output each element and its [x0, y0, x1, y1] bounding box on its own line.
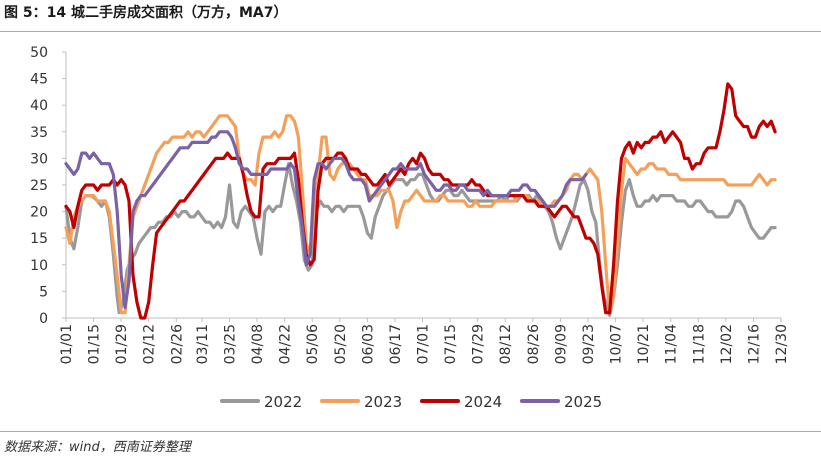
y-tick-label: 0 — [39, 311, 48, 327]
y-tick-label: 30 — [30, 151, 48, 167]
y-tick-label: 45 — [30, 72, 48, 88]
source-divider — [0, 431, 821, 432]
x-tick-label: 09/23 — [581, 324, 597, 364]
source-note: 数据来源：wind，西南证券整理 — [4, 440, 191, 455]
x-tick-label: 05/20 — [333, 324, 349, 364]
x-tick-label: 12/30 — [774, 324, 790, 364]
x-tick-label: 05/06 — [305, 324, 321, 364]
y-tick-label: 25 — [30, 178, 48, 194]
legend-label-2024: 2024 — [464, 393, 502, 411]
legend-label-2025: 2025 — [564, 393, 602, 411]
x-tick-label: 02/26 — [169, 324, 185, 364]
x-tick-label: 11/04 — [664, 324, 680, 364]
y-tick-label: 35 — [30, 125, 48, 141]
series-line-2024 — [64, 82, 777, 320]
x-tick-label: 04/08 — [250, 324, 266, 364]
x-tick-label: 01/29 — [114, 324, 130, 364]
chart-axes: 0 5 10 15 20 25 30 35 40 45 50 01/01 01/15 01/29 02/12… — [30, 45, 790, 364]
y-tick-label: 5 — [39, 284, 48, 300]
x-tick-label: 10/21 — [636, 324, 652, 364]
legend-label-2022: 2022 — [264, 393, 302, 411]
x-tick-label: 08/12 — [498, 324, 514, 364]
y-tick-label: 40 — [30, 98, 48, 114]
y-tick-label: 15 — [30, 231, 48, 247]
y-tick-label: 20 — [30, 205, 48, 221]
x-tick-label: 06/17 — [388, 324, 404, 364]
chart-series-layer — [64, 82, 777, 320]
x-tick-label: 08/26 — [526, 324, 542, 364]
series-line-2025 — [64, 130, 588, 309]
figure-title: 图 5：14 城二手房成交面积（万方，MA7） — [4, 5, 288, 21]
x-tick-label: 09/09 — [553, 324, 569, 364]
x-tick-label: 07/01 — [416, 324, 432, 364]
chart-legend: 2022 2023 2024 2025 — [220, 393, 602, 411]
x-tick-label: 04/22 — [278, 324, 294, 364]
legend-label-2023: 2023 — [364, 393, 402, 411]
x-tick-label: 01/01 — [59, 324, 75, 364]
x-tick-label: 03/11 — [195, 324, 211, 364]
series-line-2022 — [64, 162, 777, 317]
title-divider — [0, 31, 821, 32]
x-tick-label: 06/03 — [360, 324, 376, 364]
x-tick-label: 10/07 — [609, 324, 625, 364]
x-tick-label: 12/02 — [719, 324, 735, 364]
x-tick-label: 07/29 — [471, 324, 487, 364]
y-tick-label: 10 — [30, 258, 48, 274]
y-tick-label: 50 — [30, 45, 48, 61]
x-tick-label: 02/12 — [142, 324, 158, 364]
series-line-2023 — [64, 114, 777, 315]
x-tick-label: 01/15 — [87, 324, 103, 364]
x-tick-label: 11/18 — [691, 324, 707, 364]
x-tick-label: 12/16 — [746, 324, 762, 364]
x-tick-label: 07/15 — [443, 324, 459, 364]
x-tick-label: 03/25 — [222, 324, 238, 364]
